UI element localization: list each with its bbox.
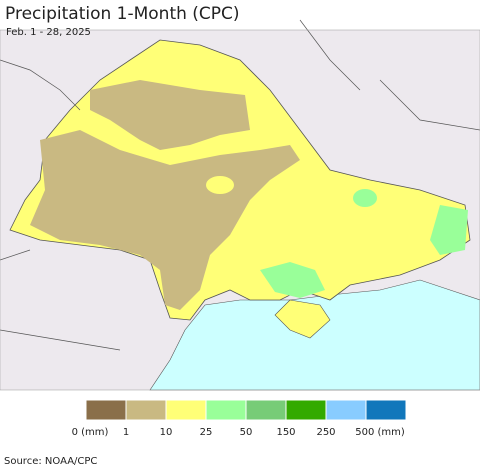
legend-swatch <box>205 399 247 421</box>
legend-swatch <box>245 399 287 421</box>
title: Precipitation 1-Month (CPC) <box>5 4 240 24</box>
wet-spot <box>206 176 234 194</box>
legend-label: 25 <box>200 427 213 438</box>
legend-label: 1 <box>123 427 129 438</box>
green-area <box>430 205 468 255</box>
dry-area <box>90 80 250 150</box>
legend-label: 10 <box>160 427 173 438</box>
green-area <box>260 262 325 298</box>
green-area <box>353 189 377 207</box>
legend-swatch <box>285 399 327 421</box>
legend-swatch <box>325 399 367 421</box>
source: Source: NOAA/CPC <box>4 456 97 467</box>
legend-swatch <box>125 399 167 421</box>
dry-area <box>30 130 300 310</box>
legend-label: 150 <box>276 427 295 438</box>
legend-swatch <box>165 399 207 421</box>
legend-swatch <box>85 399 127 421</box>
legend-label: 250 <box>316 427 335 438</box>
legend-label: 0 (mm) <box>72 427 109 438</box>
subtitle: Feb. 1 - 28, 2025 <box>6 27 91 38</box>
borders <box>0 19 480 351</box>
legend-swatch <box>365 399 407 421</box>
map-frame <box>0 29 480 391</box>
legend-label: 500 (mm) <box>355 427 405 438</box>
legend-label: 50 <box>240 427 253 438</box>
peninsula <box>274 299 331 339</box>
legend: 0 (mm) 1 10 25 50 150 250 500 (mm) <box>72 399 407 438</box>
